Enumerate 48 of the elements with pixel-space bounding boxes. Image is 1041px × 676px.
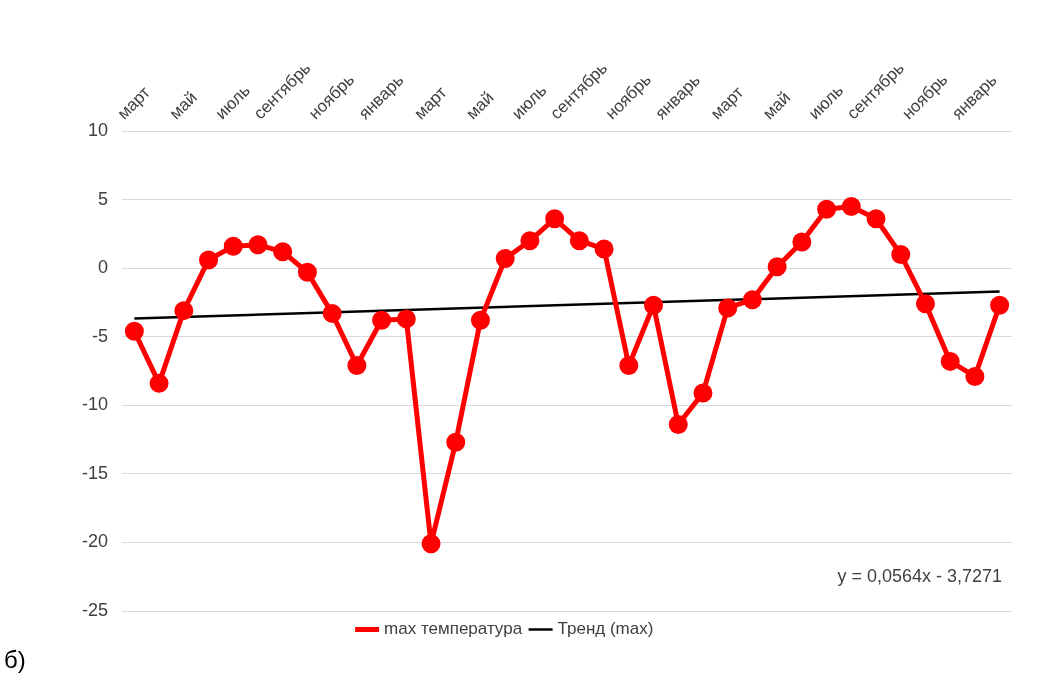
point — [718, 298, 738, 318]
point — [520, 231, 540, 251]
text: б) — [4, 646, 26, 674]
y-tick-label: -5 — [91, 325, 108, 346]
point — [940, 351, 960, 371]
point — [644, 295, 664, 315]
point — [866, 209, 886, 229]
point — [495, 249, 515, 269]
point — [569, 231, 589, 251]
point — [372, 310, 392, 330]
point — [742, 290, 762, 310]
y-tick-label: 10 — [87, 119, 108, 140]
point — [767, 257, 787, 277]
point — [990, 295, 1010, 315]
legend-label: Тренд (max) — [557, 619, 654, 639]
y-tick-label: 0 — [97, 257, 108, 278]
point — [965, 366, 985, 386]
point — [347, 356, 367, 376]
point — [396, 309, 416, 329]
point — [149, 373, 169, 393]
point — [273, 242, 293, 262]
y-tick-label: -15 — [81, 462, 108, 483]
point — [124, 321, 144, 341]
point — [248, 235, 268, 255]
point — [322, 303, 342, 323]
point — [446, 432, 466, 452]
point — [619, 356, 639, 376]
annotation: y = 0,0564x - 3,7271 — [837, 566, 1002, 587]
point — [594, 239, 614, 259]
point — [792, 232, 812, 252]
point — [421, 534, 441, 554]
point — [545, 209, 565, 229]
point — [223, 236, 243, 256]
point — [668, 414, 688, 434]
y-tick-label: -20 — [81, 531, 108, 552]
point — [199, 250, 219, 270]
point — [841, 196, 861, 216]
point — [470, 310, 490, 330]
y-tick-label: -25 — [81, 599, 108, 620]
point — [174, 301, 194, 321]
point — [915, 294, 935, 314]
point — [817, 199, 837, 219]
point — [297, 262, 317, 282]
point — [693, 383, 713, 403]
point — [891, 244, 911, 264]
legend-label: max температура — [384, 619, 523, 639]
y-tick-label: 5 — [97, 188, 108, 209]
y-tick-label: -10 — [81, 394, 108, 415]
